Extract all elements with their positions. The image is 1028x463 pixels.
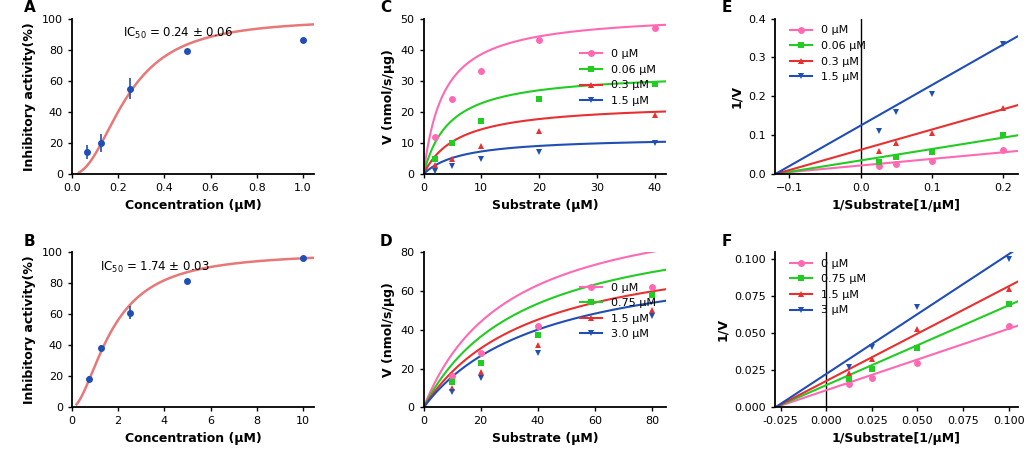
Legend: 0 μM, 0.75 μM, 1.5 μM, 3.0 μM: 0 μM, 0.75 μM, 1.5 μM, 3.0 μM (576, 278, 661, 344)
Y-axis label: 1/V: 1/V (730, 85, 743, 108)
Y-axis label: Inhibitory activity(%): Inhibitory activity(%) (24, 255, 36, 404)
Text: IC$_{50}$ = 1.74 ± 0.03: IC$_{50}$ = 1.74 ± 0.03 (100, 260, 210, 275)
Y-axis label: 1/V: 1/V (715, 318, 729, 341)
X-axis label: 1/Substrate[1/μM]: 1/Substrate[1/μM] (832, 199, 961, 212)
Y-axis label: V (nmol/s/μg): V (nmol/s/μg) (381, 49, 395, 144)
Text: D: D (380, 234, 393, 249)
Legend: 0 μM, 0.06 μM, 0.3 μM, 1.5 μM: 0 μM, 0.06 μM, 0.3 μM, 1.5 μM (576, 45, 661, 110)
Legend: 0 μM, 0.06 μM, 0.3 μM, 1.5 μM: 0 μM, 0.06 μM, 0.3 μM, 1.5 μM (785, 21, 871, 87)
Y-axis label: Inhibitory activity(%): Inhibitory activity(%) (24, 22, 36, 171)
Text: F: F (722, 234, 732, 249)
Text: C: C (380, 0, 391, 15)
Text: E: E (722, 0, 732, 15)
X-axis label: Concentration (μM): Concentration (μM) (124, 199, 261, 212)
Y-axis label: V (nmol/s/μg): V (nmol/s/μg) (381, 282, 395, 377)
X-axis label: Substrate (μM): Substrate (μM) (491, 199, 598, 212)
X-axis label: Substrate (μM): Substrate (μM) (491, 432, 598, 445)
X-axis label: Concentration (μM): Concentration (μM) (124, 432, 261, 445)
Legend: 0 μM, 0.75 μM, 1.5 μM, 3 μM: 0 μM, 0.75 μM, 1.5 μM, 3 μM (785, 254, 871, 320)
Text: A: A (24, 0, 35, 15)
Text: IC$_{50}$ = 0.24 ± 0.06: IC$_{50}$ = 0.24 ± 0.06 (122, 26, 233, 41)
Text: B: B (24, 234, 35, 249)
X-axis label: 1/Substrate[1/μM]: 1/Substrate[1/μM] (832, 432, 961, 445)
